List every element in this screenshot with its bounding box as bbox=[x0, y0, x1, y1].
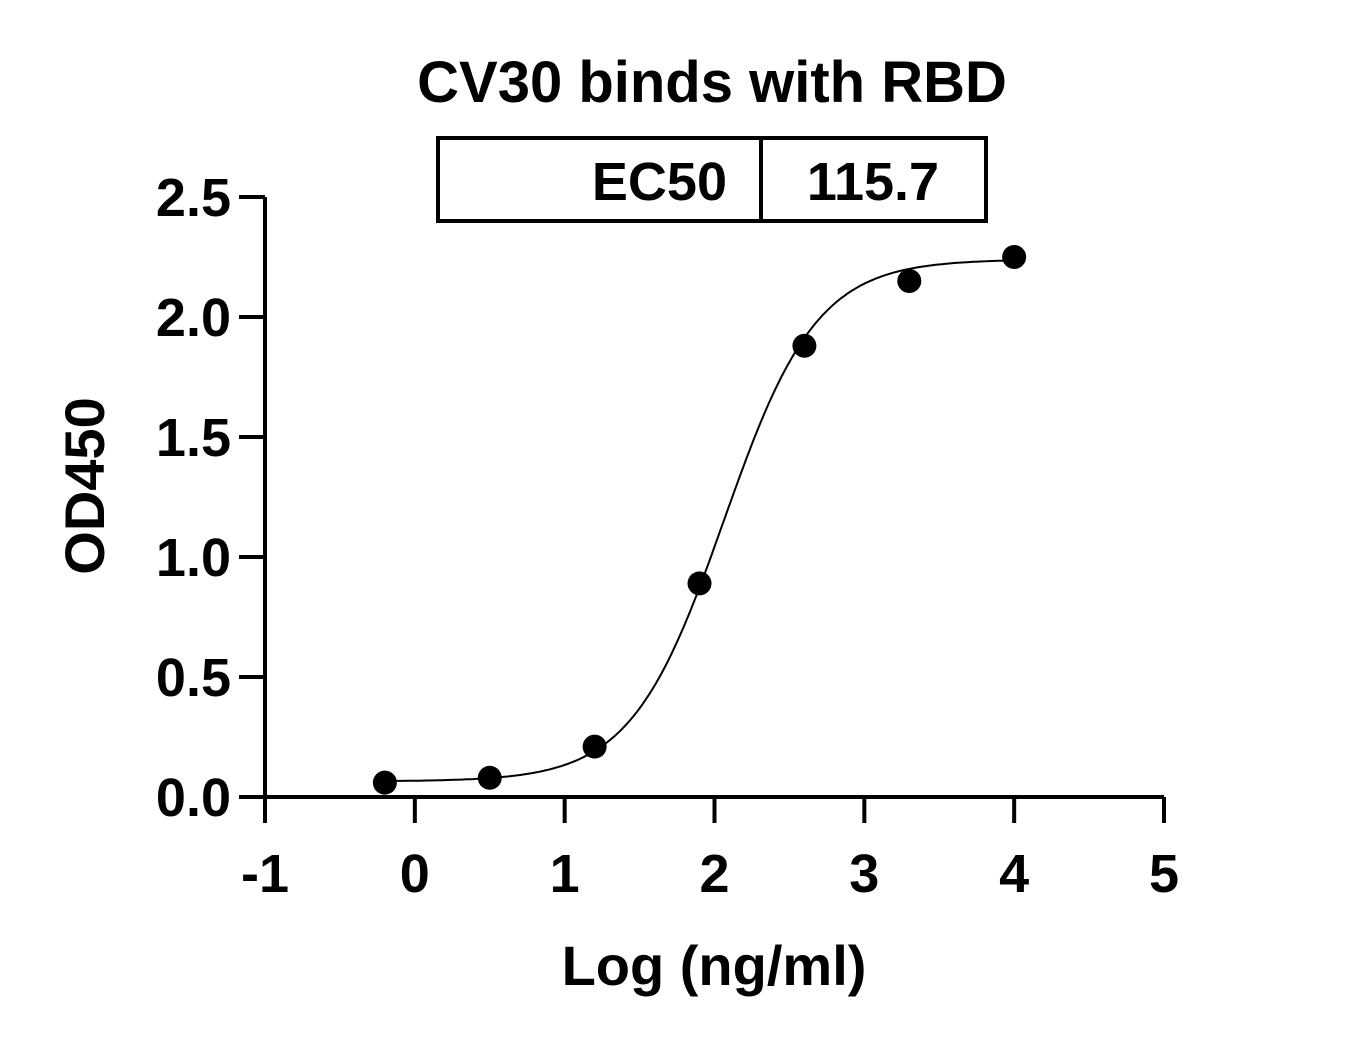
data-point bbox=[792, 333, 817, 358]
y-axis-label: OD450 bbox=[53, 397, 116, 574]
data-point bbox=[372, 770, 397, 795]
y-tick-label: 1.5 bbox=[156, 408, 231, 468]
data-points bbox=[372, 245, 1027, 795]
x-tick-label: -1 bbox=[241, 844, 289, 904]
fit-curve-layer bbox=[384, 259, 1015, 782]
x-tick-label: 5 bbox=[1149, 844, 1179, 904]
x-axis-label: Log (ng/ml) bbox=[562, 934, 867, 997]
x-tick-label: 4 bbox=[999, 844, 1029, 904]
x-axis: -1 0 1 2 3 4 5 bbox=[241, 795, 1179, 904]
ec50-table-border bbox=[436, 136, 988, 223]
data-point bbox=[687, 571, 712, 596]
y-tick-label: 2.0 bbox=[156, 288, 231, 348]
x-tick-label: 2 bbox=[699, 844, 729, 904]
data-point bbox=[1002, 245, 1027, 269]
ec50-table: EC50 115.7 bbox=[436, 136, 988, 223]
y-tick-label: 0.0 bbox=[156, 768, 231, 828]
y-tick-label: 2.5 bbox=[156, 168, 231, 228]
ec50-value: 115.7 bbox=[807, 152, 939, 212]
data-point bbox=[897, 269, 922, 293]
y-tick-label: 0.5 bbox=[156, 648, 231, 708]
data-point bbox=[477, 765, 502, 790]
y-axis: 0.0 0.5 1.0 1.5 2.0 2.5 bbox=[156, 168, 267, 828]
x-tick-label: 1 bbox=[550, 844, 580, 904]
y-tick-label: 1.0 bbox=[156, 528, 231, 588]
fit-curve bbox=[384, 259, 1015, 782]
chart-title: CV30 binds with RBD bbox=[417, 50, 1007, 115]
ec50-label: EC50 bbox=[592, 152, 727, 212]
x-tick-label: 0 bbox=[400, 844, 430, 904]
x-tick-label: 3 bbox=[849, 844, 879, 904]
data-point bbox=[582, 734, 607, 759]
